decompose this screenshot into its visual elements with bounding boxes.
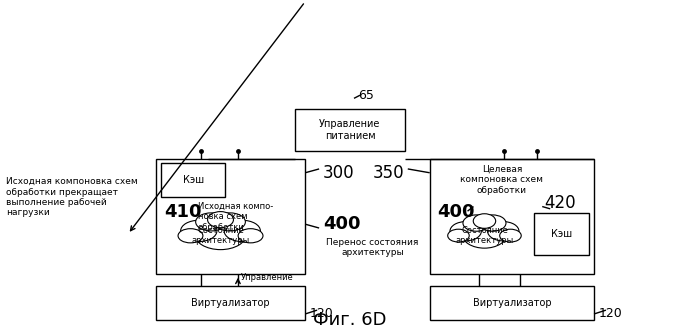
Text: Кэш: Кэш [551, 229, 572, 239]
Bar [534, 213, 589, 255]
Text: 120: 120 [310, 307, 334, 320]
Text: 410: 410 [164, 203, 201, 221]
Text: Состояние
архитектуры: Состояние архитектуры [191, 226, 250, 245]
Text: 400: 400 [323, 215, 360, 233]
Text: Перенос состояния
архитектуры: Перенос состояния архитектуры [326, 238, 419, 257]
Text: 400: 400 [438, 203, 475, 221]
Bar [430, 286, 594, 320]
Text: Виртуализатор: Виртуализатор [191, 298, 270, 308]
Text: Кэш: Кэш [183, 175, 204, 185]
Bar [161, 163, 225, 197]
Text: 120: 120 [599, 307, 623, 320]
Text: Исходная компо-
новка схем
обработки: Исходная компо- новка схем обработки [197, 202, 273, 232]
Bar [156, 159, 305, 274]
Bar [156, 286, 305, 320]
Text: 65: 65 [358, 89, 374, 102]
Text: Управление
питанием: Управление питанием [319, 119, 381, 141]
Text: Фиг. 6D: Фиг. 6D [314, 311, 386, 329]
Bar [295, 109, 405, 151]
Text: Состояние
архитектуры: Состояние архитектуры [455, 226, 514, 245]
Text: 350: 350 [373, 164, 405, 182]
Text: Целевая
компоновка схем
обработки: Целевая компоновка схем обработки [461, 165, 543, 195]
Text: Виртуализатор: Виртуализатор [473, 298, 551, 308]
Text: Управление: Управление [241, 273, 294, 282]
Text: 420: 420 [544, 194, 576, 212]
Bar [430, 159, 594, 274]
Text: 300: 300 [323, 164, 355, 182]
Text: Исходная компоновка схем
обработки прекращает
выполнение рабочей
нагрузки: Исходная компоновка схем обработки прекр… [6, 177, 138, 217]
